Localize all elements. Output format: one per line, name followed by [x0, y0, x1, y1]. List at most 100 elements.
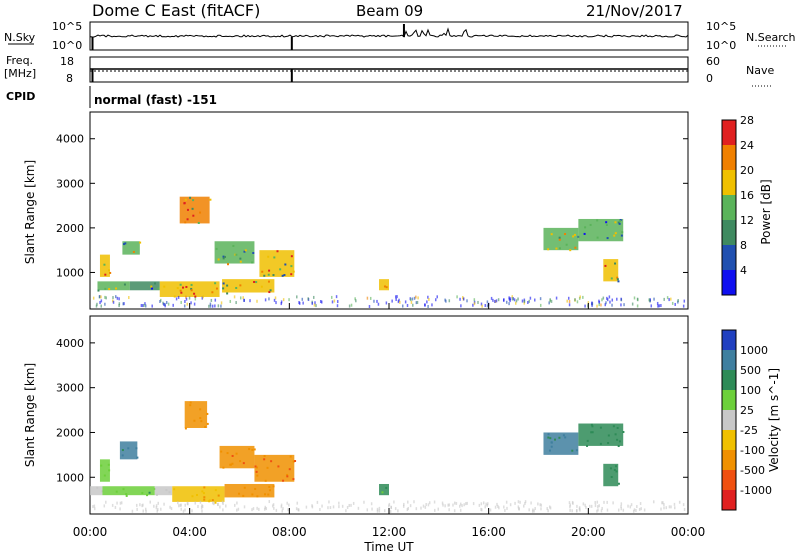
ytick-label: 4000 [56, 337, 84, 350]
ground-scatter-mark [274, 296, 277, 300]
power-colorbar: 4 8 12 16 20 24 28 [721, 114, 754, 296]
echo-speckle [555, 247, 558, 250]
ground-scatter-mark [660, 507, 662, 511]
ground-scatter-mark [338, 501, 340, 505]
echo-speckle [226, 452, 229, 455]
echo-speckle [232, 244, 235, 247]
ground-scatter-mark [568, 501, 571, 505]
echo-speckle [612, 425, 615, 428]
echo-speckle [179, 283, 182, 286]
colorbar-segment [722, 450, 736, 470]
colorbar-segment [722, 490, 736, 510]
ground-scatter-mark [280, 302, 283, 306]
echo-speckle [549, 437, 552, 440]
ground-scatter-mark [517, 500, 520, 504]
nave-tick-bottom: 0 [706, 72, 713, 85]
ground-scatter-mark [369, 296, 372, 300]
echo-speckle [288, 468, 291, 471]
ground-scatter-mark [217, 502, 219, 506]
ground-scatter-mark [328, 500, 330, 504]
echo-speckle [613, 234, 616, 237]
ground-scatter-mark [378, 506, 381, 510]
ground-scatter-mark [233, 503, 236, 507]
echo-speckle [226, 284, 229, 287]
ground-scatter-mark [487, 502, 489, 506]
ground-scatter-mark [112, 299, 114, 303]
nsky-tick-top: 10^5 [52, 20, 82, 33]
echo-speckle [574, 246, 577, 249]
ground-scatter-mark [184, 508, 186, 512]
echo-speckle [617, 221, 620, 224]
echo-speckle [272, 274, 275, 277]
ground-scatter-mark [179, 503, 182, 507]
ground-scatter-mark [100, 295, 102, 299]
echo-speckle [186, 218, 189, 221]
ground-scatter-mark [555, 296, 558, 300]
echo-cell [603, 259, 619, 282]
velocity-colorbar-label: Velocity [m s^-1] [767, 368, 781, 472]
echo-speckle [547, 436, 550, 439]
echo-speckle [168, 491, 171, 494]
ground-scatter-mark [330, 295, 333, 299]
echo-speckle [135, 447, 138, 450]
echo-speckle [255, 281, 258, 284]
ground-scatter-mark [508, 296, 510, 300]
echo-speckle [151, 287, 154, 290]
velocity-yaxis: 1000 2000 3000 4000 [56, 337, 688, 484]
ground-scatter-mark [273, 506, 275, 510]
echo-speckle [199, 417, 202, 420]
velocity-echoes [90, 401, 686, 513]
ground-scatter-mark [674, 302, 676, 306]
echo-speckle [235, 286, 238, 289]
echo-speckle [267, 280, 270, 283]
echo-speckle [243, 486, 246, 489]
ground-scatter-mark [452, 503, 454, 507]
ground-scatter-mark [460, 304, 462, 308]
echo-speckle [191, 207, 194, 210]
echo-speckle [123, 243, 126, 246]
ground-scatter-mark [305, 505, 308, 509]
ground-scatter-mark [99, 301, 101, 305]
echo-region [603, 259, 620, 283]
ground-scatter-mark [534, 298, 536, 302]
echo-speckle [282, 479, 285, 482]
echo-speckle [214, 282, 217, 285]
echo-speckle [564, 436, 567, 439]
ground-scatter-mark [633, 296, 636, 300]
echo-speckle [115, 490, 118, 493]
ground-scatter-mark [302, 301, 304, 305]
echo-speckle [616, 278, 619, 281]
ground-scatter-mark [513, 298, 516, 302]
ground-scatter-mark [480, 507, 482, 511]
echo-speckle [189, 401, 192, 404]
echo-cell [154, 486, 173, 496]
echo-speckle [121, 449, 124, 452]
echo-speckle [132, 250, 135, 253]
echo-speckle [289, 455, 292, 458]
ground-scatter-mark [208, 304, 210, 308]
echo-speckle [385, 486, 388, 489]
ground-scatter-mark [617, 508, 620, 512]
ground-scatter-mark [229, 299, 232, 303]
ground-scatter-mark [394, 507, 397, 511]
ground-scatter-mark [630, 503, 633, 507]
ground-scatter-mark [160, 507, 162, 511]
ground-scatter-mark [445, 299, 447, 303]
ground-scatter-mark [280, 503, 283, 507]
echo-speckle [190, 287, 193, 290]
ground-scatter-mark [346, 505, 349, 509]
echo-region [154, 486, 173, 496]
echo-speckle [267, 273, 270, 276]
echo-speckle [283, 274, 286, 277]
echo-speckle [190, 289, 193, 292]
echo-speckle [239, 284, 242, 287]
echo-speckle [253, 448, 256, 451]
ground-scatter-mark [448, 508, 450, 512]
ground-scatter-mark [156, 509, 158, 513]
nave-tick-top: 60 [706, 55, 720, 68]
echo-speckle [268, 489, 271, 492]
echo-speckle [620, 234, 623, 237]
echo-speckle [220, 450, 223, 453]
ground-scatter-mark [190, 301, 192, 305]
ground-scatter-mark [159, 299, 161, 303]
